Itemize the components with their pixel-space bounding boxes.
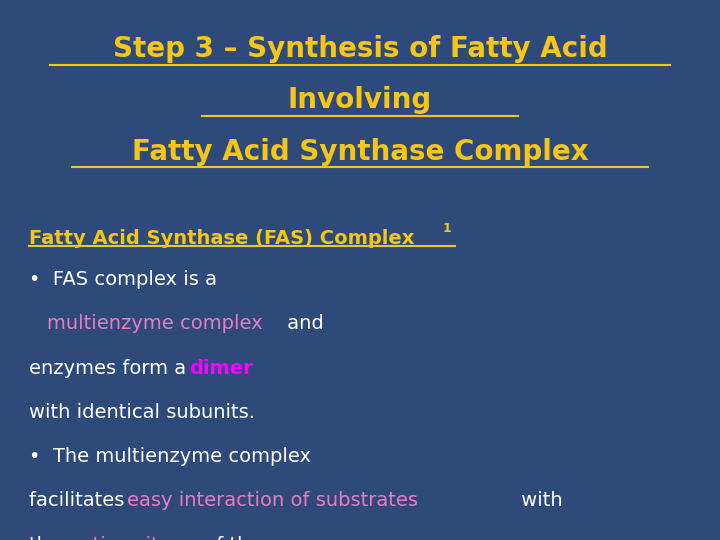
Text: dimer: dimer xyxy=(189,359,253,377)
Text: of the enzymes.: of the enzymes. xyxy=(198,536,361,540)
Text: 1: 1 xyxy=(442,222,451,235)
Text: with: with xyxy=(515,491,562,510)
Text: easy interaction of substrates: easy interaction of substrates xyxy=(127,491,418,510)
Text: the: the xyxy=(29,536,67,540)
Text: with identical subunits.: with identical subunits. xyxy=(29,403,255,422)
Text: Fatty Acid Synthase Complex: Fatty Acid Synthase Complex xyxy=(132,138,588,166)
Text: Involving: Involving xyxy=(288,86,432,114)
Text: Step 3 – Synthesis of Fatty Acid: Step 3 – Synthesis of Fatty Acid xyxy=(112,35,608,63)
Text: and: and xyxy=(281,314,323,333)
Text: Fatty Acid Synthase (FAS) Complex: Fatty Acid Synthase (FAS) Complex xyxy=(29,230,414,248)
Text: facilitates: facilitates xyxy=(29,491,130,510)
Text: •  The multienzyme complex: • The multienzyme complex xyxy=(29,447,311,466)
Text: multienzyme complex: multienzyme complex xyxy=(47,314,262,333)
Text: •  FAS complex is a: • FAS complex is a xyxy=(29,270,217,289)
Text: active sites: active sites xyxy=(70,536,181,540)
Text: enzymes form a: enzymes form a xyxy=(29,359,192,377)
